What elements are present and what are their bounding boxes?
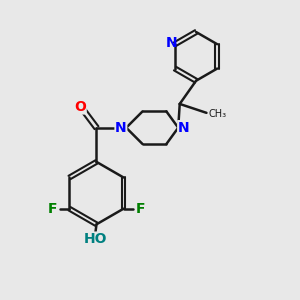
Text: N: N	[115, 121, 127, 135]
Text: HO: HO	[83, 232, 107, 246]
Text: CH₃: CH₃	[209, 109, 227, 119]
Text: F: F	[47, 202, 57, 216]
Text: N: N	[178, 121, 189, 135]
Text: N: N	[166, 36, 177, 50]
Text: F: F	[136, 202, 146, 216]
Text: O: O	[74, 100, 86, 114]
